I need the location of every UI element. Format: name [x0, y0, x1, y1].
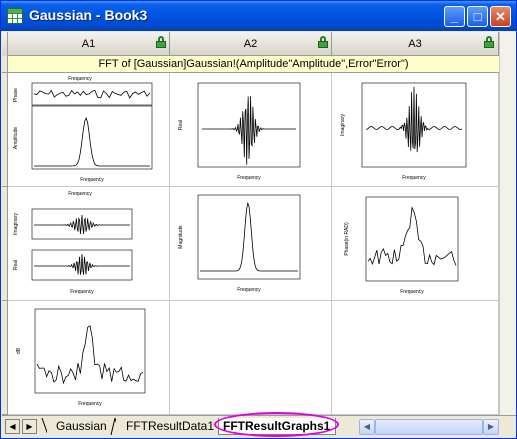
tab-separator	[110, 418, 116, 435]
scroll-thumb[interactable]	[375, 419, 483, 435]
row-header-3[interactable]	[2, 301, 8, 415]
title-bar[interactable]: Gaussian - Book3 _ □ ✕	[1, 1, 516, 31]
y-axis-label: Magnitude	[178, 225, 184, 249]
y-axis-label-imaginary: Imaginary	[13, 213, 19, 235]
row-header-comments[interactable]	[2, 56, 8, 73]
minimize-button[interactable]: _	[444, 6, 465, 27]
scroll-left-button[interactable]: ◀	[359, 419, 375, 435]
maximize-button[interactable]: □	[467, 6, 488, 27]
graph-magnitude: Magnitude Frequency	[178, 194, 301, 293]
sheet-tab-bar: ◀ ▶ Gaussian FFTResultData1 FFTResultGra…	[2, 412, 516, 438]
cell-a1-row2[interactable]: Frequency Imaginary Real Frequency	[8, 187, 170, 301]
graph-phase-amplitude: Frequency Phase Amplitude Frequency	[13, 76, 153, 183]
graph-phase: Phase(in RAD) Frequency	[344, 196, 459, 295]
horizontal-scrollbar[interactable]: ◀ ▶	[359, 419, 499, 435]
workbook-icon	[7, 8, 23, 24]
graph-db: dB Frequency	[16, 308, 146, 407]
cell-a3-row2[interactable]: Phase(in RAD) Frequency	[332, 187, 499, 301]
x-axis-label: Frequency	[237, 287, 261, 293]
cell-a2-row2[interactable]: Magnitude Frequency	[170, 187, 332, 301]
column-header-a2[interactable]: A2	[170, 32, 332, 56]
y-axis-label: Real	[178, 120, 184, 130]
select-all-corner[interactable]	[2, 32, 8, 56]
imaginary-series	[365, 86, 463, 153]
lock-icon	[318, 36, 328, 48]
tab-gaussian[interactable]: Gaussian	[56, 419, 107, 433]
close-button[interactable]: ✕	[490, 6, 511, 27]
tab-scroll-left-button[interactable]: ◀	[5, 419, 20, 434]
comments-cell[interactable]: FFT of [Gaussian]Gaussian!(Amplitude"Amp…	[8, 56, 499, 73]
tab-separator	[41, 418, 47, 434]
cell-a1-row3[interactable]: dB Frequency	[8, 301, 170, 415]
real-series	[202, 96, 296, 165]
x-axis-label: Frequency	[80, 177, 104, 183]
column-label: A3	[408, 38, 422, 50]
row-header-1[interactable]	[2, 73, 8, 187]
cell-a3-row1[interactable]: Imaginary Frequency	[332, 73, 499, 187]
cell-a3-row3[interactable]	[332, 301, 499, 415]
x-axis-label-top: Frequency	[68, 191, 92, 197]
x-axis-label: Frequency	[237, 175, 261, 181]
x-axis-label-top: Frequency	[68, 76, 92, 82]
cell-a2-row3[interactable]	[170, 301, 332, 415]
y-axis-label: dB	[16, 347, 22, 354]
highlight-ellipse	[214, 412, 339, 437]
x-axis-label: Frequency	[78, 401, 102, 407]
y-axis-label-real: Real	[13, 260, 19, 270]
amplitude-series	[34, 117, 150, 167]
graph-imaginary-real: Frequency Imaginary Real Frequency	[13, 191, 133, 295]
lock-icon	[156, 36, 166, 48]
graph-imaginary: Imaginary Frequency	[340, 82, 467, 181]
tab-fftresultdata1[interactable]: FFTResultData1	[126, 419, 215, 433]
cell-a1-row1[interactable]: Frequency Phase Amplitude Frequency	[8, 73, 170, 187]
db-series	[36, 325, 144, 385]
phase-series	[367, 206, 457, 266]
row-header-2[interactable]	[2, 187, 8, 301]
y-axis-label: Imaginary	[340, 114, 346, 136]
graph-real: Real Frequency	[178, 82, 301, 181]
cell-a2-row1[interactable]: Real Frequency	[170, 73, 332, 187]
real-series	[34, 253, 130, 275]
column-header-a1[interactable]: A1	[8, 32, 170, 56]
imaginary-series	[34, 214, 130, 235]
column-label: A2	[243, 38, 258, 50]
column-header-a3[interactable]: A3	[332, 32, 499, 56]
scroll-right-button[interactable]: ▶	[483, 419, 499, 435]
y-axis-label: Phase(in RAD)	[344, 222, 350, 256]
y-axis-label-amplitude: Amplitude	[13, 127, 19, 149]
x-axis-label: Frequency	[70, 289, 94, 295]
vertical-scrollbar[interactable]	[499, 32, 516, 415]
magnitude-series	[200, 201, 298, 272]
phase-series	[33, 89, 151, 99]
tab-scroll-right-button[interactable]: ▶	[22, 419, 37, 434]
lock-icon	[484, 36, 494, 48]
x-axis-label: Frequency	[400, 289, 424, 295]
window-title: Gaussian - Book3	[29, 7, 148, 23]
y-axis-label-phase: Phase	[13, 88, 19, 102]
column-label: A1	[81, 38, 96, 50]
x-axis-label: Frequency	[402, 175, 426, 181]
